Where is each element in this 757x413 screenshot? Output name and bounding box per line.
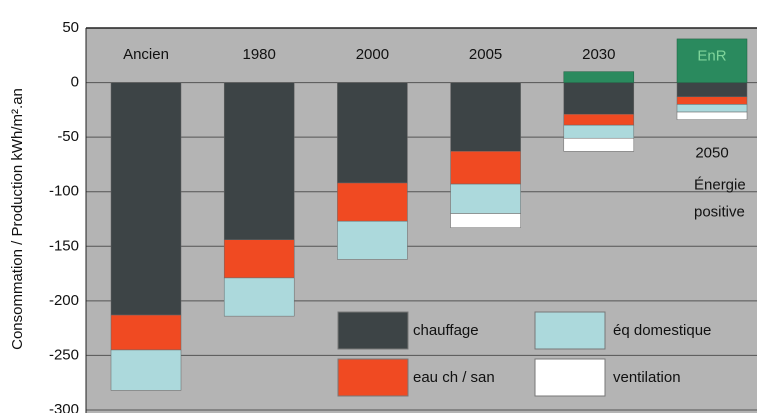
- category-label: 2030: [582, 46, 615, 63]
- legend-label: chauffage: [413, 322, 479, 339]
- category-label: 2005: [469, 46, 502, 63]
- bar-segment: [563, 113, 635, 126]
- y-tick-label: -200: [49, 292, 79, 309]
- plot-area: [86, 28, 757, 413]
- bar-segment: [337, 182, 408, 222]
- legend-label: ventilation: [613, 369, 681, 386]
- y-tick-label: -150: [49, 237, 79, 254]
- y-tick-label: -300: [49, 401, 79, 413]
- category-label: Ancien: [123, 46, 169, 63]
- bar-segment: [450, 183, 521, 214]
- enr-segment: [676, 38, 748, 83]
- y-tick-label: 50: [62, 19, 79, 36]
- legend-swatch: [337, 311, 409, 350]
- y-tick-label: -50: [57, 128, 79, 145]
- bar-segment: [450, 151, 521, 185]
- enr-label: EnR: [697, 48, 726, 65]
- category-label: 2000: [356, 46, 389, 63]
- legend-label: éq domestique: [613, 322, 711, 339]
- legend-swatch: [534, 358, 606, 397]
- bar-segment: [223, 239, 295, 279]
- bar-segment: [110, 349, 182, 391]
- bar-segment: [110, 82, 182, 316]
- bar-segment: [563, 82, 635, 115]
- category-label: 1980: [243, 46, 276, 63]
- annotation: positive: [694, 204, 745, 221]
- bar-segment: [563, 137, 635, 152]
- bar-segment: [450, 213, 521, 228]
- enr-segment: [563, 71, 635, 83]
- bar-segment: [223, 82, 295, 240]
- bar-segment: [337, 220, 408, 260]
- y-tick-label: -100: [49, 183, 79, 200]
- bar-segment: [337, 82, 408, 184]
- bar-segment: [563, 124, 635, 139]
- annotation: Énergie: [694, 177, 746, 194]
- bar-segment: [450, 82, 521, 152]
- y-tick-label: -250: [49, 346, 79, 363]
- legend-swatch: [337, 358, 409, 397]
- bar-segment: [110, 314, 182, 351]
- bar-segment: [676, 104, 748, 113]
- bar-segment: [676, 82, 748, 98]
- bar-segment: [223, 277, 295, 317]
- bar-segment: [676, 111, 748, 120]
- category-label: 2050: [695, 145, 728, 162]
- legend-label: eau ch / san: [413, 369, 495, 386]
- bar-segment: [676, 96, 748, 105]
- y-axis-label: Consommation / Production kWh/m².an: [9, 88, 26, 350]
- y-tick-label: 0: [71, 74, 79, 91]
- legend-swatch: [534, 311, 606, 350]
